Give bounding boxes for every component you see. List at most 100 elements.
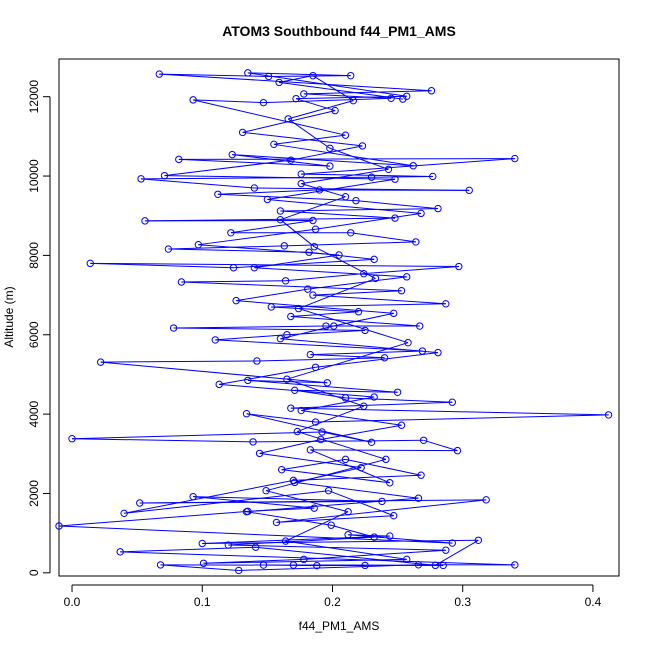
data-point [287, 156, 295, 164]
data-point [482, 496, 490, 504]
data-point [235, 566, 243, 575]
data-point [189, 96, 197, 104]
series-segment [298, 277, 376, 310]
series-segment [236, 288, 308, 302]
data-point [281, 537, 290, 545]
series-segment [310, 350, 423, 356]
data-point [242, 410, 251, 418]
series-segment [232, 154, 414, 167]
data-point [326, 162, 334, 170]
data-point [448, 539, 457, 547]
series-segment [254, 267, 407, 278]
series-segment [281, 458, 346, 471]
series-segment [310, 449, 458, 452]
data-point [403, 273, 411, 281]
series-segment [423, 439, 458, 452]
data-point [267, 303, 275, 311]
series-segment [168, 248, 310, 253]
data-point [416, 322, 424, 330]
series-segment [333, 312, 394, 327]
series-segment [90, 262, 234, 269]
data-point [367, 173, 376, 181]
series-segment [259, 452, 362, 469]
data-point [289, 561, 298, 569]
series-segment [285, 540, 407, 560]
series-segment [301, 396, 375, 412]
series-segment [100, 361, 328, 384]
series-segment [293, 474, 422, 481]
series-segment [72, 431, 323, 440]
data-point [244, 69, 252, 77]
data-point [409, 162, 417, 170]
series-segment [294, 481, 419, 499]
series-segment [312, 75, 354, 102]
data-point [309, 216, 317, 225]
data-point [327, 521, 335, 529]
y-tick-label: 12000 [27, 80, 41, 114]
series-segment [230, 219, 314, 234]
data-point [386, 532, 394, 540]
data-point [414, 494, 423, 502]
data-point [393, 388, 402, 396]
data-point [283, 331, 291, 339]
data-point [347, 71, 355, 80]
series-segment [259, 439, 321, 454]
data-point [604, 411, 613, 419]
series-segment [331, 524, 375, 538]
data-point [227, 229, 235, 237]
data-point [391, 214, 399, 222]
data-point [453, 446, 462, 455]
data-point [156, 561, 165, 569]
data-point [224, 541, 233, 549]
series-segment [215, 339, 423, 352]
data-point [429, 172, 437, 181]
x-axis-label: f44_PM1_AMS [299, 619, 380, 633]
data-point [412, 238, 420, 246]
data-point [259, 98, 268, 107]
data-point [324, 486, 333, 495]
y-tick-label: 8000 [27, 242, 41, 269]
data-point [397, 287, 406, 295]
y-tick-label: 10000 [27, 159, 41, 193]
series-segment [144, 217, 396, 222]
data-point [313, 561, 321, 570]
series-segment [286, 342, 409, 380]
data-point [164, 245, 173, 253]
data-point [331, 106, 339, 115]
data-point [434, 204, 442, 213]
data-point [360, 402, 368, 410]
series-segment [181, 280, 286, 283]
data-point [427, 87, 436, 95]
data-point [214, 190, 222, 199]
data-point [155, 70, 163, 78]
data-point [297, 406, 305, 415]
x-axis: 0.0 0.1 0.2 0.3 0.4 [64, 584, 602, 609]
series-segment [228, 544, 446, 551]
data-point [344, 531, 352, 539]
data-point [311, 363, 320, 371]
data-point [177, 278, 186, 286]
series-segment [297, 405, 364, 433]
data-point [189, 492, 197, 501]
data-point [86, 259, 94, 268]
data-point [417, 471, 425, 479]
series-segment [219, 383, 375, 398]
data-point [255, 449, 264, 458]
series-segment [217, 193, 356, 202]
series-segment [265, 458, 387, 492]
series-segment [178, 158, 330, 167]
data-point [175, 155, 183, 164]
series-segment [350, 232, 416, 243]
data-point [116, 548, 124, 556]
data-point [242, 508, 251, 516]
series-segment [345, 458, 422, 476]
series-segment [247, 379, 328, 384]
data-point [310, 504, 318, 512]
series-segment [307, 276, 407, 290]
data-point [262, 486, 270, 495]
series-segment [203, 558, 407, 564]
data-point [309, 291, 317, 299]
data-point [315, 186, 324, 194]
series-segment [280, 338, 439, 354]
data-point [389, 309, 398, 318]
